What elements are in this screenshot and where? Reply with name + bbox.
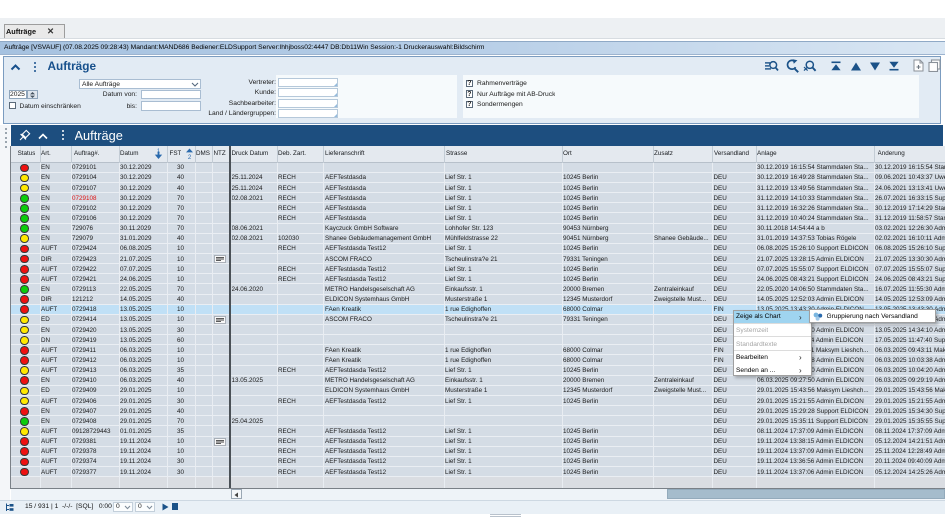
svg-text:2: 2 [187, 155, 191, 160]
